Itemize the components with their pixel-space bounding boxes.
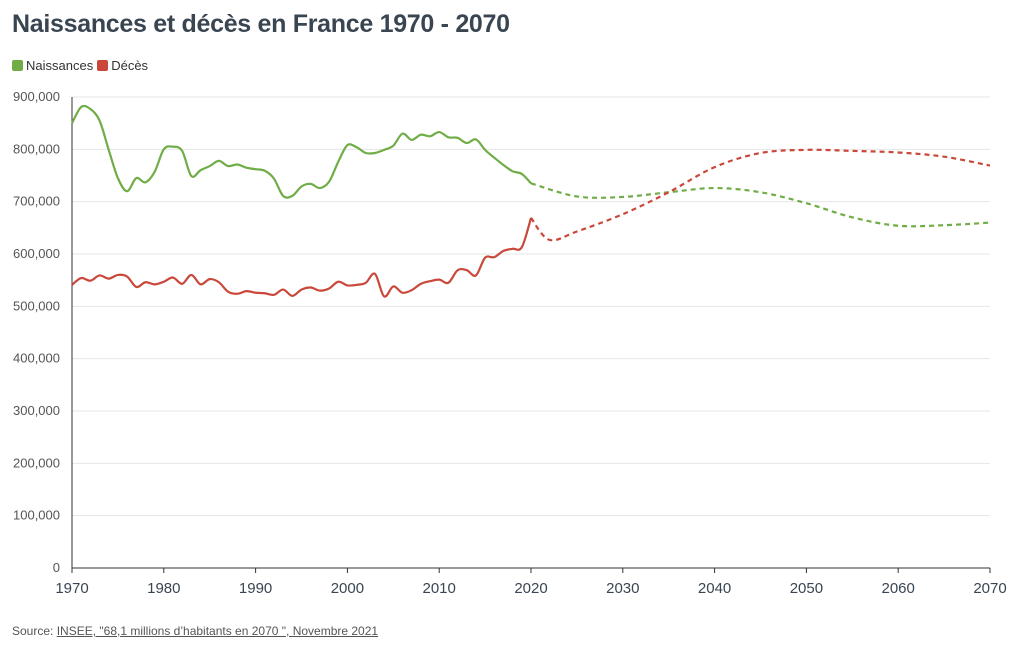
series-projection-deces (530, 148, 991, 242)
legend-item-naissances[interactable]: Naissances (12, 58, 93, 73)
legend-swatch-deces (97, 60, 109, 71)
x-tick-label: 2050 (790, 580, 823, 597)
source-note: Source: INSEE, "68,1 millions d’habitant… (12, 624, 378, 638)
y-tick-label: 700,000 (13, 194, 60, 209)
y-tick-label: 800,000 (13, 141, 60, 156)
y-tick-label: 300,000 (13, 403, 60, 418)
y-tick-label: 200,000 (13, 455, 60, 470)
x-tick-label: 1970 (55, 580, 88, 597)
legend-label-naissances: Naissances (26, 58, 94, 73)
x-tick-label: 2060 (882, 580, 915, 597)
legend-item-deces[interactable]: Décès (97, 58, 148, 73)
series-projection-naissances (530, 182, 991, 228)
y-tick-label: 0 (53, 560, 60, 575)
x-tick-label: 2010 (423, 580, 456, 597)
chart-title: Naissances et décès en France 1970 - 207… (12, 10, 510, 38)
x-tick-label: 2030 (606, 580, 639, 597)
series-line-naissances (71, 104, 532, 199)
y-tick-label: 400,000 (13, 351, 60, 366)
x-tick-label: 1990 (239, 580, 272, 597)
x-tick-label: 1980 (147, 580, 180, 597)
y-tick-label: 500,000 (13, 298, 60, 313)
y-tick-label: 100,000 (13, 508, 60, 523)
x-tick-label: 2000 (331, 580, 364, 597)
legend-label-deces: Décès (111, 58, 149, 73)
source-prefix: Source: (12, 624, 57, 638)
y-tick-label: 600,000 (13, 246, 60, 261)
source-link[interactable]: INSEE, "68,1 millions d’habitants en 207… (56, 624, 379, 638)
x-tick-label: 2040 (698, 580, 731, 597)
legend-swatch-naissances (12, 60, 23, 71)
y-tick-label: 900,000 (13, 89, 60, 104)
legend: Naissances Décès (12, 58, 152, 73)
x-tick-label: 2070 (973, 580, 1006, 597)
x-tick-label: 2020 (514, 580, 547, 597)
series-line-deces (71, 217, 533, 298)
line-chart: 0 100,000 200,000 300,000 400,000 500,000 600,… (13, 89, 1007, 597)
